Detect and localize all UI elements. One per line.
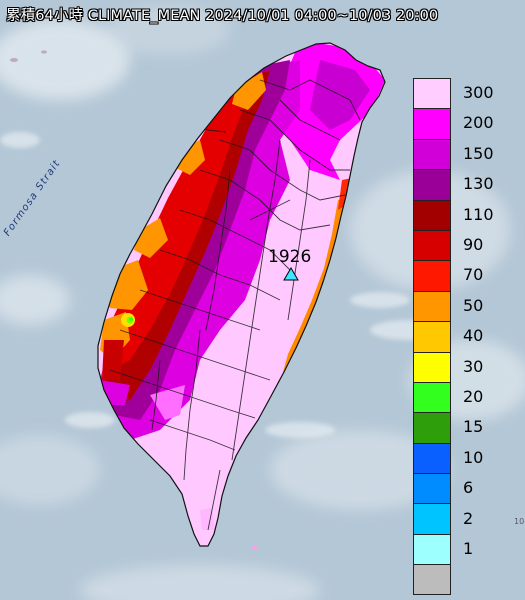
legend-colorbar <box>413 78 451 595</box>
legend-swatch <box>413 138 451 170</box>
legend-swatch <box>413 564 451 595</box>
legend-label: 300 <box>463 83 494 102</box>
island <box>252 546 258 550</box>
legend-swatch <box>413 412 451 443</box>
legend-swatch <box>413 78 451 109</box>
legend-label: 2 <box>463 508 474 528</box>
station-value: 1926 <box>268 247 312 267</box>
island <box>10 58 18 62</box>
legend-swatch <box>413 381 451 413</box>
legend-swatch <box>413 321 451 352</box>
legend-label: 200 <box>463 113 494 133</box>
legend-swatch <box>413 169 451 200</box>
legend-label: 30 <box>463 356 484 376</box>
cloud-cover <box>0 5 525 600</box>
legend-label: 50 <box>463 295 484 315</box>
legend-label: 6 <box>463 478 474 498</box>
legend-label: 1 <box>463 539 474 558</box>
legend-label: 90 <box>463 235 484 254</box>
legend-label: 130 <box>463 174 494 194</box>
legend-swatch <box>413 260 451 291</box>
legend-swatch <box>413 503 451 534</box>
legend-label: 10 <box>463 447 484 467</box>
legend-label: 15 <box>463 417 484 437</box>
cloud-streaks <box>0 132 450 438</box>
legend-swatch <box>413 442 451 474</box>
legend-label: 110 <box>463 204 494 224</box>
legend-label: 70 <box>463 265 484 285</box>
legend-swatch <box>413 199 451 230</box>
map-title: 累積64小時 CLIMATE_MEAN 2024/10/01 04:00~10/… <box>6 8 439 24</box>
legend-swatch <box>413 290 451 322</box>
legend-swatch <box>413 229 451 261</box>
legend-swatch <box>413 351 451 382</box>
legend-label: 20 <box>463 387 484 406</box>
triangle-marker-icon <box>283 267 299 281</box>
district-boundaries <box>109 79 361 531</box>
island <box>41 50 47 54</box>
legend-swatch <box>413 533 451 565</box>
legend-label: 40 <box>463 326 484 346</box>
legend-label: 150 <box>463 143 494 163</box>
legend-swatch <box>413 473 451 504</box>
legend-swatch <box>413 108 451 139</box>
edge-text: 10 <box>514 517 525 526</box>
